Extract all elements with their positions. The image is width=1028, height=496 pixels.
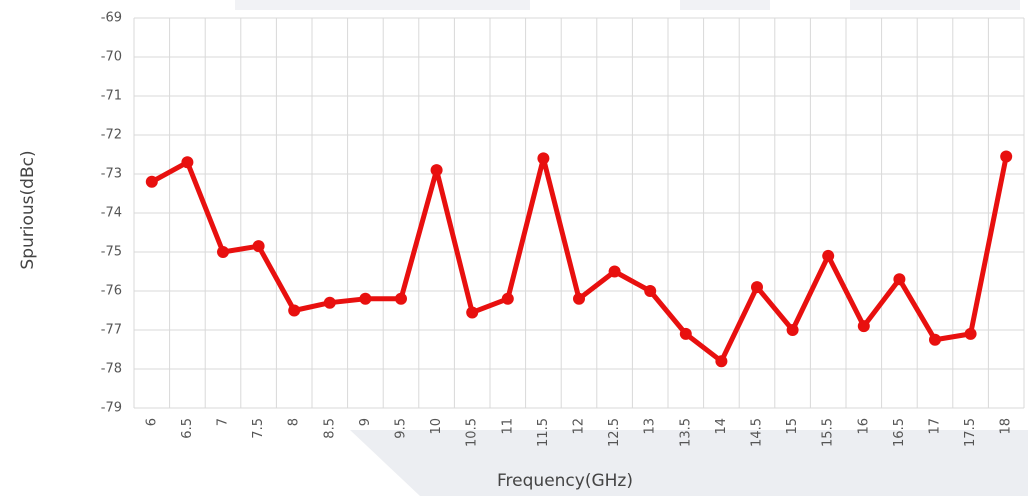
x-tick-label: 11.5 bbox=[536, 418, 551, 447]
data-point bbox=[893, 273, 906, 286]
x-tick-label: 15.5 bbox=[821, 418, 836, 447]
y-tick-label: -69 bbox=[101, 11, 122, 26]
y-tick-label: -79 bbox=[101, 401, 122, 416]
data-point bbox=[145, 175, 158, 188]
x-tick-label: 6 bbox=[144, 418, 159, 426]
y-tick-label: -73 bbox=[101, 167, 122, 182]
data-point bbox=[501, 292, 514, 305]
x-tick-label: 16 bbox=[856, 418, 871, 435]
y-tick-label: -74 bbox=[101, 206, 122, 221]
data-point bbox=[644, 285, 657, 297]
data-point bbox=[608, 265, 621, 278]
y-tick-label: -72 bbox=[101, 128, 122, 143]
data-point bbox=[537, 152, 550, 165]
x-axis-title: Frequency(GHz) bbox=[497, 471, 633, 491]
data-point bbox=[323, 296, 336, 309]
y-axis-title: Spurious(dBc) bbox=[18, 150, 38, 269]
x-tick-label: 17.5 bbox=[963, 418, 978, 447]
data-point bbox=[964, 327, 977, 340]
decor bbox=[350, 430, 1028, 496]
data-point bbox=[751, 281, 763, 294]
x-tick-label: 9 bbox=[358, 418, 373, 426]
x-tick-label: 8 bbox=[287, 418, 302, 426]
data-point bbox=[1000, 150, 1013, 163]
data-point bbox=[857, 320, 870, 333]
decor bbox=[680, 0, 770, 10]
y-tick-label: -75 bbox=[101, 245, 122, 260]
data-point bbox=[252, 240, 265, 253]
x-tick-label: 14 bbox=[714, 418, 729, 435]
decor bbox=[235, 0, 530, 10]
data-point bbox=[430, 164, 443, 177]
x-tick-label: 18 bbox=[999, 418, 1014, 435]
x-tick-label: 10.5 bbox=[465, 418, 480, 447]
y-tick-label: -71 bbox=[101, 89, 122, 104]
x-tick-label: 16.5 bbox=[892, 418, 907, 447]
x-tick-label: 11 bbox=[500, 418, 515, 435]
x-tick-label: 12.5 bbox=[607, 418, 622, 447]
x-tick-label: 17 bbox=[928, 418, 943, 435]
x-tick-label: 14.5 bbox=[750, 418, 765, 447]
y-tick-label: -76 bbox=[101, 284, 122, 299]
x-tick-label: 6.5 bbox=[180, 418, 195, 439]
data-point bbox=[786, 324, 799, 336]
data-point bbox=[822, 249, 835, 262]
data-point bbox=[181, 156, 194, 169]
data-point bbox=[929, 333, 941, 346]
data-point bbox=[217, 246, 229, 258]
x-tick-label: 7.5 bbox=[251, 418, 266, 439]
data-point bbox=[715, 355, 728, 368]
data-point bbox=[395, 292, 407, 305]
y-tick-label: -78 bbox=[101, 362, 122, 377]
y-tick-label: -70 bbox=[101, 50, 122, 65]
x-tick-label: 10 bbox=[429, 418, 444, 435]
x-tick-label: 15 bbox=[785, 418, 800, 435]
x-tick-label: 7 bbox=[216, 418, 231, 426]
data-point bbox=[359, 292, 372, 305]
data-point bbox=[466, 306, 479, 319]
decor bbox=[850, 0, 1020, 10]
x-tick-label: 13 bbox=[643, 418, 658, 435]
x-tick-label: 13.5 bbox=[678, 418, 693, 447]
data-point bbox=[288, 304, 301, 317]
x-tick-label: 9.5 bbox=[394, 418, 409, 439]
x-tick-label: 8.5 bbox=[322, 418, 337, 439]
data-point bbox=[573, 292, 585, 305]
x-tick-label: 12 bbox=[572, 418, 587, 435]
data-point bbox=[679, 327, 692, 340]
y-tick-label: -77 bbox=[101, 323, 122, 338]
